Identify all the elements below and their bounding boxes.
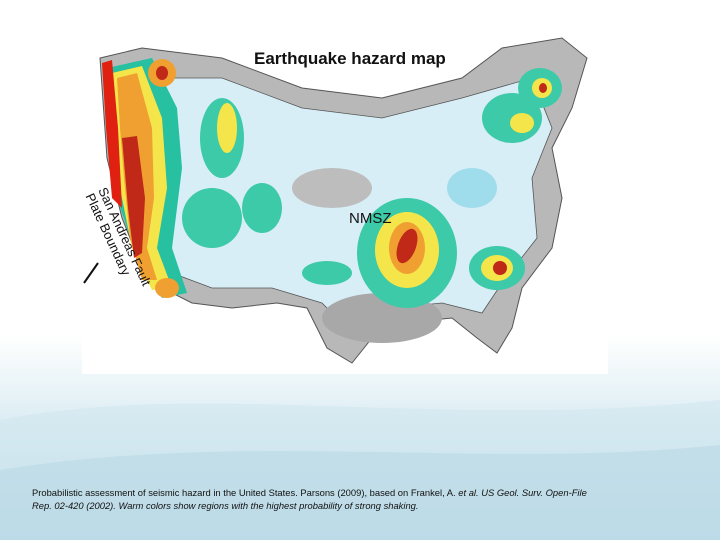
nmsz-label: NMSZ bbox=[349, 210, 392, 227]
caption-text: US Geol. Surv. Open-File bbox=[481, 487, 587, 498]
hazard-map: Earthquake hazard map NMSZ San Andreas F… bbox=[82, 18, 608, 374]
caption-text: Rep. 02-420 (2002). Warm colors show reg… bbox=[32, 500, 419, 511]
caption-text: Probabilistic assessment of seismic haza… bbox=[32, 487, 459, 498]
caption-text: et al. bbox=[458, 487, 479, 498]
fault-arrow bbox=[83, 262, 99, 284]
map-title: Earthquake hazard map bbox=[254, 49, 446, 68]
caption: Probabilistic assessment of seismic haza… bbox=[32, 486, 702, 512]
